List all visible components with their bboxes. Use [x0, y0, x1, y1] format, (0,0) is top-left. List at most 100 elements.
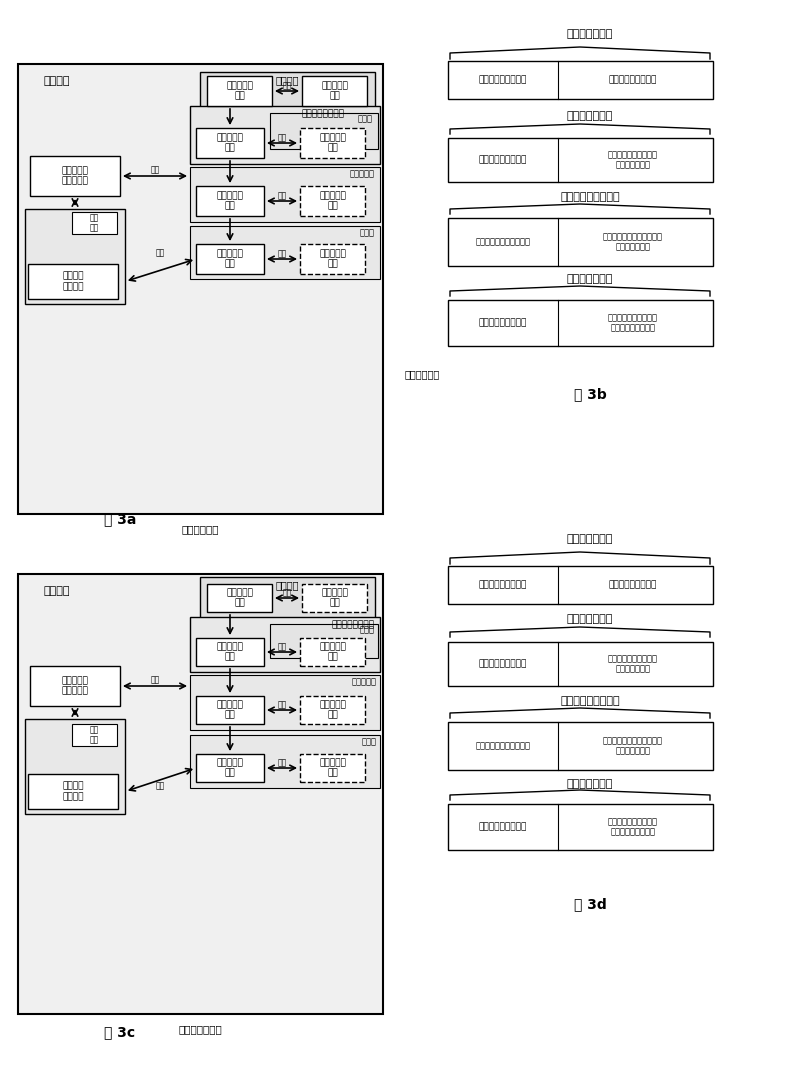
FancyBboxPatch shape	[18, 574, 383, 1014]
Text: 物理层移动代理: 物理层移动代理	[567, 274, 613, 284]
Text: 网络层: 网络层	[360, 625, 375, 635]
Text: 图 3a: 图 3a	[104, 512, 136, 526]
FancyBboxPatch shape	[190, 674, 380, 730]
Text: 网络层: 网络层	[358, 115, 373, 124]
Text: 数据链路层移动代理的数据
网络层移动代理: 数据链路层移动代理的数据 网络层移动代理	[603, 232, 663, 251]
FancyBboxPatch shape	[196, 244, 264, 274]
FancyBboxPatch shape	[448, 566, 713, 604]
FancyBboxPatch shape	[30, 156, 120, 195]
Text: 物理层移动代理的数据
数据链路层移动代理: 物理层移动代理的数据 数据链路层移动代理	[608, 817, 658, 837]
FancyBboxPatch shape	[28, 774, 118, 809]
Text: 物理层: 物理层	[360, 229, 375, 237]
FancyBboxPatch shape	[190, 735, 380, 788]
Text: 网络层移动
代理: 网络层移动 代理	[319, 642, 346, 662]
FancyBboxPatch shape	[300, 638, 365, 666]
FancyBboxPatch shape	[300, 244, 365, 274]
Text: 图 3d: 图 3d	[574, 897, 606, 911]
Text: 网络层移动
代理: 网络层移动 代理	[319, 133, 346, 153]
FancyBboxPatch shape	[302, 584, 367, 612]
FancyBboxPatch shape	[28, 264, 118, 299]
Text: 数据链路层移动代理代码: 数据链路层移动代理代码	[475, 237, 530, 247]
Text: 数据链路层: 数据链路层	[350, 170, 375, 178]
Text: 网络层移动代理代码: 网络层移动代理代码	[479, 156, 527, 164]
Text: 通信管理静止代理: 通信管理静止代理	[302, 110, 345, 118]
FancyBboxPatch shape	[300, 186, 365, 216]
Text: 链路层移动
代理: 链路层移动 代理	[319, 700, 346, 720]
FancyBboxPatch shape	[300, 696, 365, 724]
FancyBboxPatch shape	[72, 212, 117, 234]
FancyBboxPatch shape	[72, 724, 117, 746]
Text: 物理层静止
代理: 物理层静止 代理	[217, 249, 243, 268]
Text: 移动代理目的地: 移动代理目的地	[178, 1024, 222, 1034]
Text: 数据链路层移动代理代码: 数据链路层移动代理代码	[475, 741, 530, 751]
Text: 数据链路层: 数据链路层	[352, 678, 377, 686]
Text: 数据链路层移动代理: 数据链路层移动代理	[560, 696, 620, 706]
Text: 业务模块: 业务模块	[276, 75, 299, 85]
FancyBboxPatch shape	[300, 754, 365, 782]
Text: 网络层移动代理: 网络层移动代理	[567, 111, 613, 121]
Text: 物理层移动
代理: 物理层移动 代理	[319, 758, 346, 778]
FancyBboxPatch shape	[190, 106, 380, 164]
FancyBboxPatch shape	[30, 666, 120, 706]
Text: 交互: 交互	[278, 642, 286, 652]
Text: 通信管理静止代理: 通信管理静止代理	[332, 621, 375, 629]
Text: 交互: 交互	[150, 165, 160, 174]
Text: 交互: 交互	[278, 249, 286, 259]
FancyBboxPatch shape	[200, 72, 375, 114]
FancyBboxPatch shape	[196, 638, 264, 666]
Text: 物理层静止
代理: 物理层静止 代理	[217, 758, 243, 778]
FancyBboxPatch shape	[448, 300, 713, 346]
Text: 物理层移动
代理: 物理层移动 代理	[319, 249, 346, 268]
Text: 应用层静止
代理: 应用层静止 代理	[226, 589, 253, 608]
Text: 应用层移动代理数据: 应用层移动代理数据	[609, 581, 657, 590]
Text: 卫星实体: 卫星实体	[43, 76, 70, 86]
Text: 应用层移动代理: 应用层移动代理	[567, 29, 613, 39]
Text: 图 3b: 图 3b	[574, 387, 606, 401]
FancyBboxPatch shape	[196, 186, 264, 216]
Text: 交互: 交互	[278, 700, 286, 710]
Text: 交互: 交互	[282, 82, 292, 90]
Text: 网络层移动代理的数据
应用层移动代理: 网络层移动代理的数据 应用层移动代理	[608, 150, 658, 170]
Text: 地面监控中
心移动代理: 地面监控中 心移动代理	[62, 166, 89, 186]
Text: 业务模块: 业务模块	[276, 580, 299, 590]
Text: 应用层移动代理代码: 应用层移动代理代码	[479, 75, 527, 85]
Text: 位置
管理: 位置 管理	[90, 214, 99, 233]
FancyBboxPatch shape	[18, 64, 383, 514]
Text: 物理层移动代理代码: 物理层移动代理代码	[479, 823, 527, 831]
Text: 链路层静止
代理: 链路层静止 代理	[217, 700, 243, 720]
Text: 网络层移动代理的数据
应用层移动代理: 网络层移动代理的数据 应用层移动代理	[608, 654, 658, 673]
Text: 交互: 交互	[156, 781, 165, 790]
FancyBboxPatch shape	[448, 722, 713, 770]
Text: 卫星实体: 卫星实体	[43, 586, 70, 596]
Text: 交互: 交互	[278, 758, 286, 768]
Text: 应用层移动
代理: 应用层移动 代理	[321, 589, 348, 608]
Text: 交互: 交互	[282, 589, 292, 597]
Text: 交互: 交互	[150, 676, 160, 684]
Text: 数据链路层移动代理: 数据链路层移动代理	[560, 192, 620, 202]
FancyBboxPatch shape	[196, 696, 264, 724]
Text: 物理层移动代理的数据
数据链路层移动代理: 物理层移动代理的数据 数据链路层移动代理	[608, 314, 658, 333]
FancyBboxPatch shape	[448, 61, 713, 99]
FancyBboxPatch shape	[270, 624, 378, 658]
Text: 应用层移动代理代码: 应用层移动代理代码	[479, 581, 527, 590]
Text: 应用层静止
代理: 应用层静止 代理	[226, 82, 253, 101]
FancyBboxPatch shape	[448, 218, 713, 266]
Text: 链路层静止
代理: 链路层静止 代理	[217, 191, 243, 211]
FancyBboxPatch shape	[448, 642, 713, 686]
FancyBboxPatch shape	[448, 137, 713, 182]
FancyBboxPatch shape	[207, 76, 272, 106]
FancyBboxPatch shape	[25, 209, 125, 304]
Text: 图 3c: 图 3c	[105, 1025, 135, 1039]
FancyBboxPatch shape	[196, 128, 264, 158]
Text: 应用层移动代理数据: 应用层移动代理数据	[609, 75, 657, 85]
Text: 位置管理
静止代理: 位置管理 静止代理	[62, 272, 84, 291]
Text: 网络层静止
代理: 网络层静止 代理	[217, 133, 243, 153]
Text: 移动代理环境: 移动代理环境	[182, 524, 219, 534]
FancyBboxPatch shape	[190, 166, 380, 222]
Text: 交互: 交互	[278, 191, 286, 201]
Text: 数据链路层移动代理的数据
网络层移动代理: 数据链路层移动代理的数据 网络层移动代理	[603, 737, 663, 756]
FancyBboxPatch shape	[448, 804, 713, 850]
Text: 应用层移动
代理: 应用层移动 代理	[321, 82, 348, 101]
Text: 网络层移动代理代码: 网络层移动代理代码	[479, 659, 527, 668]
FancyBboxPatch shape	[196, 754, 264, 782]
